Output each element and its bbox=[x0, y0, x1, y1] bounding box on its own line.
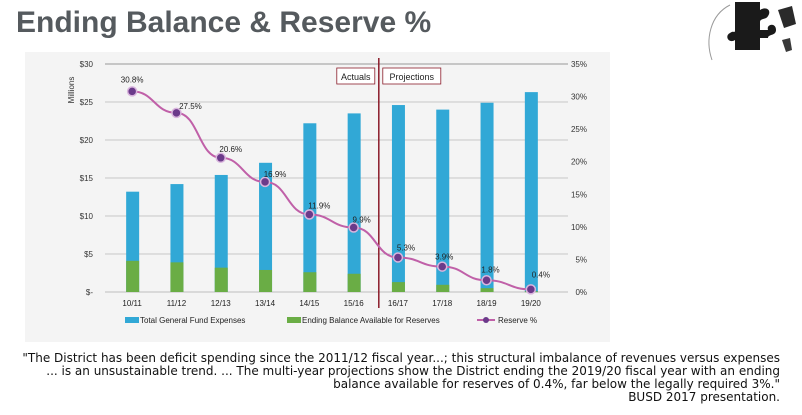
reserve-point bbox=[215, 152, 226, 164]
y2-tick-label: 25% bbox=[571, 125, 587, 134]
bar-total-expenses bbox=[303, 123, 317, 292]
bar-ending-balance bbox=[436, 284, 450, 292]
legend-label-reserve: Reserve % bbox=[498, 316, 537, 325]
bar-ending-balance bbox=[480, 288, 494, 292]
reserve-label: 9.9% bbox=[353, 216, 371, 225]
y2-tick-label: 15% bbox=[571, 190, 587, 199]
legend-swatch-reserve-point bbox=[483, 317, 489, 323]
x-tick-label: 13/14 bbox=[255, 299, 276, 308]
puzzle-piece-icon bbox=[708, 2, 796, 61]
y-axis-label: Millions bbox=[67, 77, 76, 104]
reserve-label: 0.4% bbox=[532, 270, 550, 279]
reserve-point bbox=[392, 252, 404, 263]
reserve-label: 30.8% bbox=[121, 75, 144, 84]
actuals-label: Actuals bbox=[341, 72, 371, 82]
x-tick-label: 14/15 bbox=[299, 299, 320, 308]
reserve-point bbox=[126, 86, 138, 97]
y2-tick-label: 5% bbox=[575, 255, 587, 264]
x-tick-label: 18/19 bbox=[477, 299, 498, 308]
x-tick-label: 19/20 bbox=[521, 299, 542, 308]
reserve-label: 3.9% bbox=[435, 253, 453, 262]
legend-label-balance: Ending Balance Available for Reserves bbox=[302, 316, 440, 325]
x-tick-label: 17/18 bbox=[432, 299, 453, 308]
y2-tick-label: 20% bbox=[571, 158, 587, 167]
reserve-line bbox=[132, 90, 531, 291]
bar-ending-balance bbox=[303, 272, 317, 292]
x-tick-label: 12/13 bbox=[211, 299, 232, 308]
bar-ending-balance bbox=[214, 267, 228, 292]
y-tick-label: $20 bbox=[80, 136, 94, 145]
legend-swatch-expenses bbox=[125, 317, 139, 323]
reserve-label: 27.5% bbox=[179, 102, 202, 111]
chart: Actuals Projections 30.8% 27.5% 20.6% 16.9% 1… bbox=[67, 58, 587, 325]
y-tick-label: $10 bbox=[80, 212, 94, 221]
legend-swatch-balance bbox=[287, 317, 301, 323]
bar-ending-balance bbox=[347, 273, 361, 292]
y2-tick-label: 10% bbox=[571, 223, 587, 232]
x-tick-label: 16/17 bbox=[388, 299, 409, 308]
reserve-label: 20.6% bbox=[219, 145, 242, 154]
y2-tick-label: 0% bbox=[575, 288, 587, 297]
bar-ending-balance bbox=[259, 269, 273, 292]
reserve-label: 16.9% bbox=[264, 170, 287, 179]
quote-text: "The District has been deficit spending … bbox=[22, 351, 780, 391]
y2-tick-label: 30% bbox=[571, 93, 587, 102]
bar-total-expenses bbox=[214, 174, 228, 292]
projections-box bbox=[382, 67, 442, 85]
y-tick-label: $5 bbox=[84, 250, 93, 259]
reserve-point bbox=[437, 261, 448, 272]
bar-total-expenses bbox=[391, 105, 405, 292]
bar-total-expenses bbox=[259, 162, 273, 292]
projections-label: Projections bbox=[390, 72, 435, 82]
x-tick-label: 11/12 bbox=[167, 299, 187, 308]
reserve-label: 1.8% bbox=[481, 265, 499, 274]
bar-total-expenses bbox=[347, 113, 361, 293]
legend-label-expenses: Total General Fund Expenses bbox=[140, 316, 245, 325]
bar-total-expenses bbox=[524, 92, 538, 292]
x-tick-label: 10/11 bbox=[122, 299, 142, 308]
actuals-box bbox=[336, 67, 376, 85]
y-tick-label: $15 bbox=[80, 174, 94, 183]
quote-citation: BUSD 2017 presentation. bbox=[628, 390, 780, 404]
y-tick-label: $- bbox=[86, 288, 93, 297]
reserve-point bbox=[259, 176, 271, 188]
reserve-point bbox=[481, 275, 492, 286]
bar-ending-balance bbox=[170, 262, 184, 292]
reserve-point bbox=[348, 222, 359, 233]
reserve-point bbox=[525, 284, 537, 295]
x-tick-label: 15/16 bbox=[344, 299, 365, 308]
y-tick-label: $30 bbox=[80, 60, 94, 69]
quote-block: "The District has been deficit spending … bbox=[10, 352, 780, 404]
bar-ending-balance bbox=[126, 260, 140, 292]
bar-ending-balance bbox=[391, 282, 405, 292]
y-tick-label: $25 bbox=[80, 98, 94, 107]
reserve-label: 11.9% bbox=[308, 201, 330, 210]
reserve-label: 5.3% bbox=[397, 243, 415, 252]
bar-total-expenses bbox=[480, 102, 494, 292]
y2-tick-label: 35% bbox=[571, 60, 587, 69]
bar-total-expenses bbox=[436, 109, 450, 292]
reserve-point bbox=[171, 107, 182, 119]
page-title: Ending Balance & Reserve % bbox=[16, 6, 432, 39]
chart-panel: Actuals Projections 30.8% 27.5% 20.6% 16.9% 1… bbox=[25, 52, 610, 342]
reserve-point bbox=[304, 209, 315, 220]
